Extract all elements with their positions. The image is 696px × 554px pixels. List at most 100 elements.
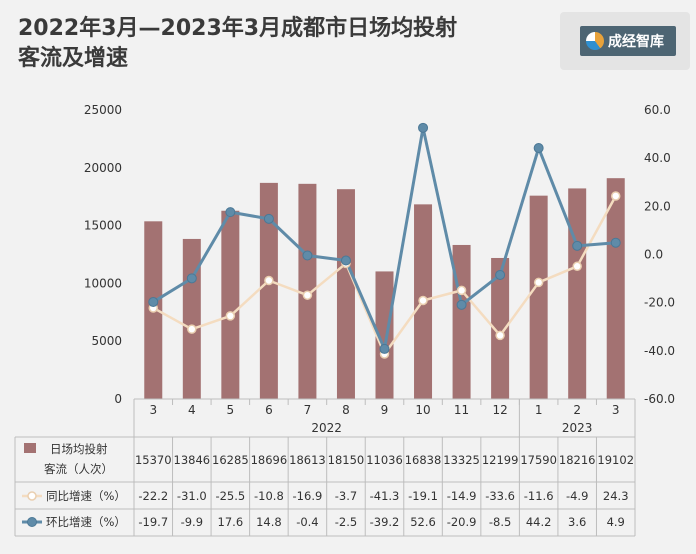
x-tick-label: 1 [535,403,543,417]
table-cell-yoy-value: -10.8 [254,489,284,503]
table-header-mom: 环比增速（%） [46,515,126,529]
logo-text: 成经智库 [608,34,664,50]
yoy-legend-marker [27,491,37,501]
mom-point [418,122,429,133]
table-cell-mom-value: 4.9 [607,515,625,529]
table-cell-mom-value: -0.4 [296,515,318,529]
x-tick-label: 10 [415,403,430,417]
mom-point [263,213,274,224]
bar [529,195,548,399]
y-right-tick-label: 40.0 [644,151,671,165]
y-left-tick-label: 15000 [84,219,122,233]
yoy-point [610,191,621,201]
x-tick-label: 7 [304,403,312,417]
table-cell-bar-value: 18216 [559,453,596,467]
yoy-point [187,324,197,334]
table-cell-yoy-value: -41.3 [370,489,400,503]
y-left-tick-label: 20000 [84,161,122,175]
mom-point [456,299,467,310]
table-cell-bar-value: 18150 [328,453,365,467]
x-tick-label: 2 [573,403,581,417]
bar [606,178,625,399]
y-right-tick-label: 60.0 [644,103,671,117]
yoy-point [264,275,274,286]
table-cell-bar-value: 16838 [405,453,442,467]
brand-logo: 成经智库 [560,12,690,70]
table-cell-yoy-value: -33.6 [485,489,515,503]
bar [336,189,355,399]
mom-point [302,250,313,261]
table-cell-bar-value: 18613 [289,453,326,467]
bar-legend-swatch [24,443,36,453]
table-cell-mom-value: -8.5 [489,515,511,529]
y-left-tick-label: 0 [114,392,122,406]
yoy-point [456,285,467,296]
logo-mark-icon [586,32,604,50]
table-cell-yoy-value: -31.0 [177,489,207,503]
bar [568,188,587,399]
table-cell-mom-value: -19.7 [138,515,168,529]
table-cell-yoy-value: -19.1 [408,489,438,503]
bar [259,182,278,399]
table-cell-mom-value: -9.9 [181,515,203,529]
mom-point [533,143,544,154]
y-left-tick-label: 5000 [91,334,122,348]
bar [452,244,471,399]
table-cell-yoy-value: -11.6 [524,489,554,503]
table-cell-yoy-value: -16.9 [293,489,323,503]
table-header-yoy: 同比增速（%） [46,489,126,503]
table-cell-yoy-value: -14.9 [447,489,477,503]
table-cell-bar-value: 11036 [366,453,403,467]
chart-title: 2022年3月—2023年3月成都市日场均投射 客流及增速 [18,14,457,74]
yoy-point [572,261,582,272]
table-cell-mom-value: 14.8 [256,515,282,529]
y-right-tick-label: -20.0 [644,296,675,310]
x-tick-label: 3 [612,403,620,417]
table-cell-bar-value: 13325 [443,453,480,467]
table-cell-mom-value: -2.5 [335,515,357,529]
y-right-tick-label: 0.0 [644,248,663,262]
mom-legend-marker [27,517,37,527]
x-tick-label: 12 [492,403,507,417]
table-cell-mom-value: 3.6 [568,515,586,529]
y-right-tick-label: -40.0 [644,344,675,358]
yoy-point [495,330,505,341]
table-cell-bar-value: 15370 [135,453,172,467]
yoy-point [533,277,544,288]
table-cell-bar-value: 12199 [482,453,519,467]
x-tick-label: 11 [454,403,469,417]
mom-point [148,296,159,307]
yoy-point [302,290,313,300]
title-line-2: 客流及增速 [18,46,129,71]
table-cell-bar-value: 16285 [212,453,249,467]
y-right-tick-label: -60.0 [644,392,675,406]
table-cell-yoy-value: -22.2 [138,489,168,503]
x-tick-label: 6 [265,403,273,417]
y-right-tick-label: 20.0 [644,199,671,213]
table-cell-mom-value: -39.2 [370,515,400,529]
mom-point [610,237,621,248]
x-tick-label: 3 [149,403,157,417]
table-header-bar: 日场均投射 [50,442,108,456]
table-cell-mom-value: 17.6 [218,515,244,529]
table-cell-yoy-value: -25.5 [215,489,245,503]
y-left-tick-label: 25000 [84,103,122,117]
bar [491,257,510,399]
mom-point [572,240,583,251]
table-cell-bar-value: 17590 [520,453,557,467]
table-cell-yoy-value: 24.3 [603,489,629,503]
yoy-point [418,295,428,306]
table-header-bar: 客流（人次） [44,462,113,476]
y-left-tick-label: 10000 [84,276,122,290]
x-tick-label: 9 [381,403,389,417]
table-cell-mom-value: 52.6 [410,515,436,529]
mom-point [379,343,390,354]
mom-point [340,255,351,266]
table-cell-mom-value: 44.2 [526,515,552,529]
mom-point [495,269,506,280]
year-label: 2022 [311,421,342,435]
table-cell-bar-value: 18696 [251,453,288,467]
mom-point [225,207,236,218]
table-cell-mom-value: -20.9 [447,515,477,529]
bar [182,238,201,399]
